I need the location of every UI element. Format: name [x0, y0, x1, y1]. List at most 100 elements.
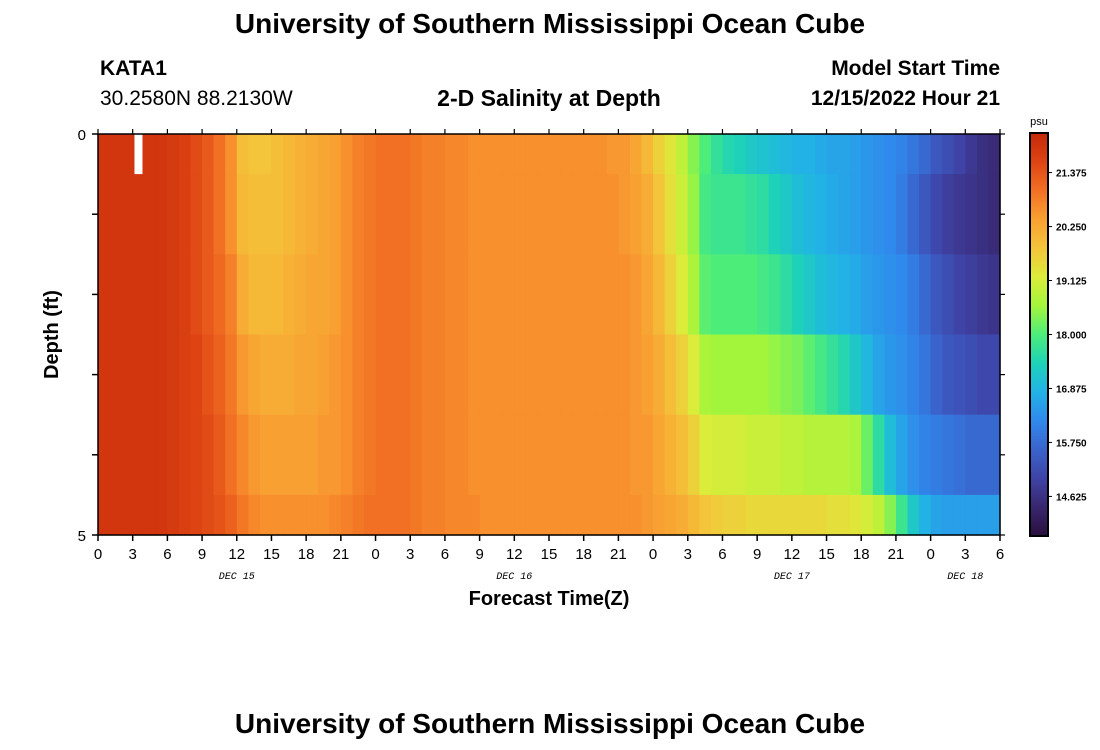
heatmap-cell: [225, 174, 238, 255]
heatmap-cell: [525, 334, 539, 416]
heatmap-cell: [861, 494, 874, 536]
heatmap-cell: [664, 414, 677, 496]
x-day-label: DEC 15: [219, 572, 255, 583]
heatmap-cell: [202, 414, 215, 496]
heatmap-cell: [606, 254, 619, 336]
colorbar-tick-label: 20.250: [1056, 223, 1087, 234]
heatmap-cell: [317, 254, 330, 336]
heatmap-cell: [791, 414, 805, 496]
heatmap-cell: [259, 254, 273, 336]
heatmap-cell: [514, 414, 527, 496]
heatmap-cell: [178, 414, 192, 496]
heatmap-cell: [340, 174, 354, 255]
x-tick-label: 15: [263, 546, 280, 563]
heatmap-cell: [236, 414, 249, 496]
heatmap-cell: [930, 254, 943, 336]
heatmap-cell: [479, 174, 492, 255]
heatmap-cell: [872, 334, 885, 416]
heatmap-cell: [710, 254, 724, 336]
heatmap-cell: [768, 254, 781, 336]
heatmap-cell: [988, 414, 1001, 496]
heatmap-cell: [340, 254, 354, 336]
heatmap-cell: [178, 334, 192, 416]
heatmap-cell: [664, 174, 677, 255]
heatmap-cell: [421, 494, 434, 536]
heatmap-cell: [421, 174, 434, 255]
heatmap-cell: [421, 334, 434, 416]
heatmap-cell: [664, 254, 677, 336]
heatmap-cell: [444, 334, 458, 416]
heatmap-cell: [259, 334, 273, 416]
colorbar-tick-label: 16.875: [1056, 384, 1087, 395]
heatmap-cell: [838, 134, 851, 175]
heatmap-cell: [583, 134, 596, 175]
heatmap-cell: [283, 494, 296, 536]
heatmap-cell: [976, 334, 990, 416]
heatmap-cell: [363, 134, 377, 175]
heatmap-cell: [375, 254, 388, 336]
heatmap-cell: [699, 174, 712, 255]
heatmap-cell: [757, 494, 770, 536]
heatmap-cell: [699, 494, 712, 536]
heatmap-cell: [132, 254, 145, 336]
colorbar-tick-label: 14.625: [1056, 492, 1087, 503]
heatmap-cell: [942, 134, 955, 175]
heatmap-cell: [329, 414, 342, 496]
heatmap-cell: [641, 174, 654, 255]
heatmap-cell: [572, 334, 585, 416]
x-tick-label: 3: [684, 546, 692, 563]
heatmap-cell: [398, 254, 411, 336]
heatmap-cell: [236, 334, 249, 416]
heatmap-cell: [479, 254, 492, 336]
heatmap-cell: [849, 134, 862, 175]
plot-title: 2-D Salinity at Depth: [437, 85, 661, 111]
heatmap-cell: [398, 174, 411, 255]
heatmap-cell: [687, 134, 700, 175]
heatmap-cell: [653, 334, 666, 416]
heatmap-cell: [178, 254, 192, 336]
colorbar-tick-label: 18.000: [1056, 331, 1087, 342]
heatmap-cell: [433, 134, 446, 175]
heatmap-cell: [814, 174, 828, 255]
heatmap-cell: [132, 494, 145, 536]
heatmap-cell: [317, 494, 330, 536]
heatmap-cell: [838, 254, 851, 336]
heatmap-cell: [664, 334, 677, 416]
heatmap-cell: [132, 174, 145, 255]
heatmap-cell: [653, 174, 666, 255]
heatmap-cell: [155, 134, 168, 175]
heatmap-cell: [433, 254, 446, 336]
heatmap-cell: [549, 174, 562, 255]
heatmap-cell: [190, 414, 203, 496]
heatmap-cell: [190, 494, 203, 536]
x-tick-label: 3: [406, 546, 414, 563]
heatmap-cell: [410, 134, 423, 175]
heatmap-cell: [791, 134, 805, 175]
heatmap-cell: [514, 134, 527, 175]
heatmap-cell: [814, 334, 828, 416]
heatmap-cell: [271, 414, 284, 496]
heatmap-cell: [907, 334, 920, 416]
heatmap-cell: [780, 254, 793, 336]
heatmap-cell: [722, 174, 735, 255]
heatmap-cell: [468, 494, 481, 536]
heatmap-cell: [629, 334, 643, 416]
heatmap-cell: [294, 334, 307, 416]
heatmap-cell: [410, 254, 423, 336]
heatmap-cell: [306, 134, 319, 175]
heatmap-cell: [583, 254, 596, 336]
heatmap-cell: [468, 134, 481, 175]
heatmap-cell: [236, 494, 249, 536]
x-tick-label: 6: [718, 546, 726, 563]
heatmap-cell: [375, 414, 388, 496]
heatmap-cell: [213, 494, 226, 536]
x-tick-label: 12: [784, 546, 801, 563]
x-tick-label: 3: [129, 546, 137, 563]
heatmap-cell: [826, 254, 839, 336]
heatmap-cell: [965, 134, 978, 175]
heatmap-cell: [953, 174, 966, 255]
heatmap-cell: [537, 334, 550, 416]
heatmap-cell: [641, 494, 654, 536]
heatmap-cell: [132, 334, 145, 416]
